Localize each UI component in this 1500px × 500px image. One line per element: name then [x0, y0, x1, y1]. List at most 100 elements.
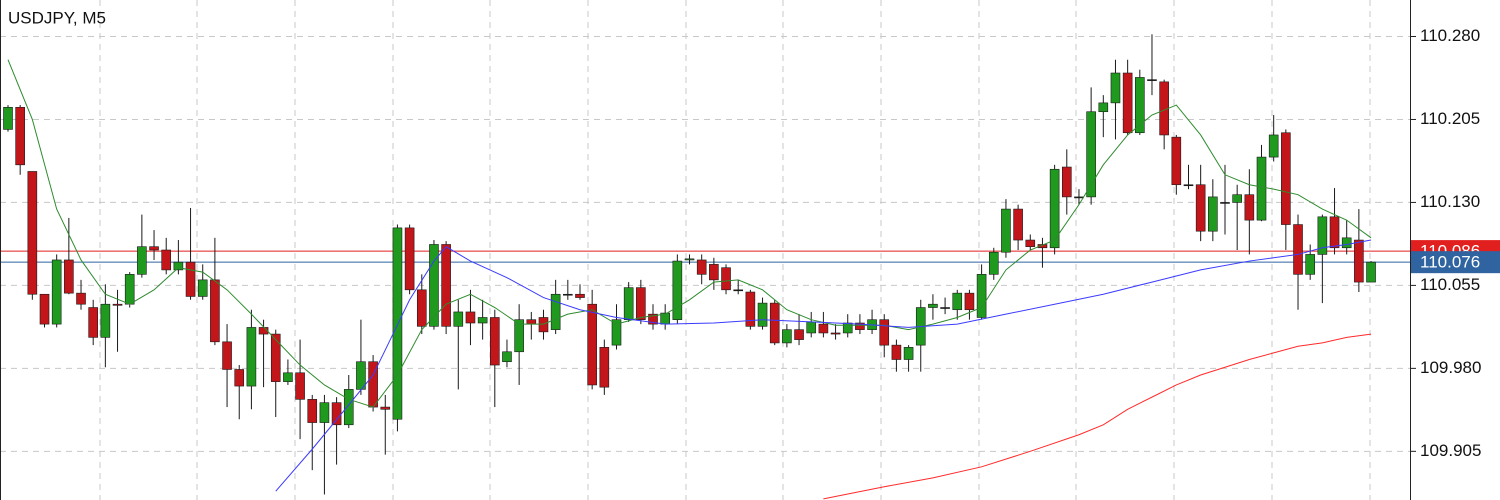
chart-title: USDJPY, M5	[8, 8, 106, 27]
candle-body	[830, 332, 841, 335]
candle-body	[15, 107, 25, 166]
candle-body	[538, 317, 549, 333]
candle-body	[173, 261, 184, 271]
candle-body	[489, 317, 500, 366]
grid	[0, 36, 1410, 452]
candle-body	[295, 372, 305, 400]
candle-body	[696, 259, 707, 275]
candle-body	[27, 171, 38, 295]
candle-body	[672, 260, 683, 320]
candle-body	[1232, 194, 1242, 203]
candle-body	[563, 293, 573, 296]
candle-body	[1147, 79, 1157, 81]
candle-body	[1366, 261, 1376, 283]
candle-body	[1220, 202, 1230, 204]
candle-body	[1256, 156, 1267, 221]
candle-body	[416, 289, 427, 327]
candle-body	[891, 344, 902, 360]
candle-body	[1061, 166, 1072, 198]
candle-body	[222, 341, 232, 370]
candle-body	[794, 329, 804, 340]
candle-body	[976, 274, 987, 318]
y-tick-label: 109.905	[1420, 441, 1481, 460]
candle-body	[1037, 244, 1048, 249]
y-tick-label: 110.055	[1420, 275, 1480, 294]
plot-area	[0, 34, 1410, 500]
candle-body	[465, 311, 476, 324]
candle-body	[283, 372, 293, 382]
candle-body	[1135, 77, 1145, 134]
candle-body	[623, 287, 634, 320]
candle-body	[1281, 132, 1291, 225]
candle-body	[441, 244, 451, 327]
candle-body	[526, 319, 537, 325]
candle-body	[575, 293, 585, 298]
candle-body	[879, 319, 890, 346]
candle-body	[234, 369, 245, 387]
candle-body	[185, 261, 196, 297]
candle-body	[709, 264, 719, 281]
y-tick-label: 110.130	[1420, 192, 1480, 211]
candle-body	[940, 307, 950, 309]
candle-body	[112, 303, 123, 306]
candle-body	[611, 319, 622, 346]
candle-body	[721, 267, 731, 291]
candle-body	[270, 333, 281, 382]
candle-body	[806, 321, 817, 334]
candle-body	[903, 347, 914, 360]
candle-body	[1244, 194, 1255, 221]
candle-body	[246, 327, 257, 387]
candle-body	[429, 244, 439, 327]
candle-body	[1110, 72, 1121, 104]
candle-body	[1208, 196, 1218, 232]
candle-body	[599, 347, 610, 388]
candle-body	[1049, 168, 1060, 249]
candle-body	[733, 289, 744, 292]
candle-body	[453, 311, 464, 327]
candle-body	[380, 406, 391, 410]
candle-body	[1013, 208, 1023, 241]
price-label: 110.076	[1420, 253, 1480, 272]
candle-body	[161, 249, 172, 271]
candle-body	[1195, 184, 1206, 232]
candle-body	[64, 259, 74, 294]
y-tick-label: 110.280	[1420, 26, 1480, 45]
candle-body	[1329, 216, 1340, 249]
candle-body	[1086, 111, 1096, 198]
candle-body	[1025, 239, 1036, 247]
candle-body	[1293, 224, 1303, 275]
candle-body	[137, 246, 147, 275]
candle-body	[3, 107, 13, 130]
price-label-box	[1411, 251, 1500, 274]
moving-average-line	[823, 333, 1372, 500]
candle-body	[1268, 134, 1279, 158]
candle-body	[319, 402, 330, 423]
candle-body	[684, 258, 695, 261]
candle-body	[964, 292, 975, 311]
candle-body	[392, 227, 403, 420]
candle-body	[952, 292, 963, 311]
candle-body	[1074, 196, 1084, 199]
candle-body	[1354, 239, 1364, 283]
candle-body	[1183, 184, 1194, 187]
candle-body	[842, 322, 853, 334]
candle-body	[1341, 237, 1352, 249]
candle-body	[757, 302, 768, 327]
candle-body	[1171, 136, 1182, 186]
moving-average-line	[275, 239, 1372, 492]
candle-body	[1317, 216, 1328, 255]
candle-body	[51, 259, 62, 325]
candle-body	[745, 291, 756, 327]
candle-body	[356, 361, 366, 390]
candle-body	[307, 399, 318, 423]
candle-body	[502, 351, 512, 363]
candle-body	[928, 303, 938, 308]
candle-body	[855, 322, 865, 330]
y-tick-label: 109.980	[1420, 358, 1481, 377]
candle-body	[1098, 102, 1109, 113]
candle-body	[39, 293, 50, 325]
candle-body	[124, 274, 135, 305]
candle-body	[1122, 72, 1133, 134]
